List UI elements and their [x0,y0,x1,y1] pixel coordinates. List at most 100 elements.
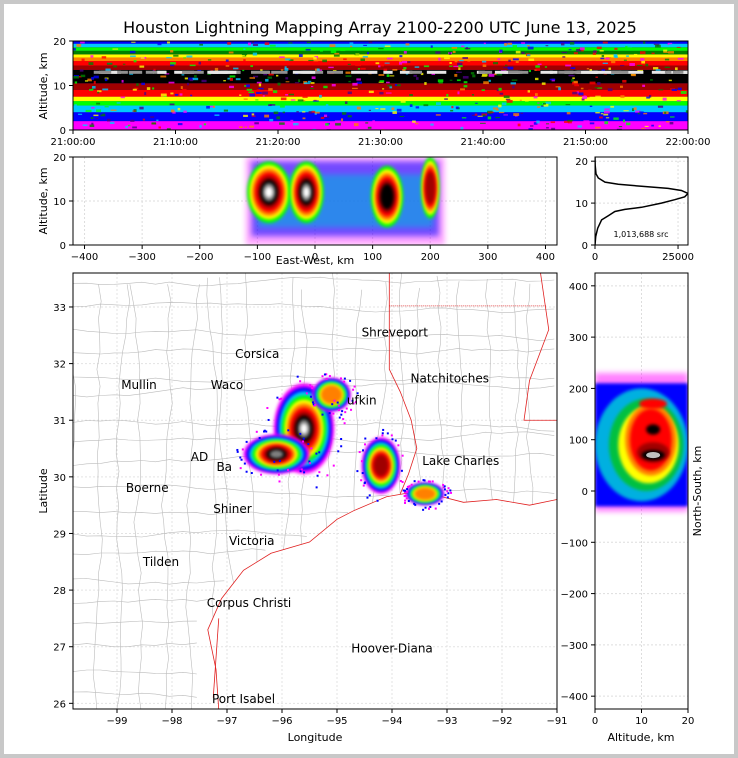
density-speck [399,60,402,63]
county-line [73,511,349,516]
tick-label: −100 [561,538,588,549]
state-border-la-ms [523,273,557,421]
lma-figure: Houston Lightning Mapping Array 2100-220… [37,18,710,744]
city-label: Natchitoches [411,371,489,385]
density-speck [507,66,514,70]
density-speck [655,69,661,71]
storm-speck [363,443,366,446]
tick-label: 100 [569,436,588,447]
density-speck [76,44,82,47]
density-speck [483,81,489,85]
storm-speck [354,401,357,404]
storm-speck [243,462,246,465]
density-speck [534,93,538,97]
density-speck [186,82,190,86]
density-speck [161,123,166,127]
city-label: Mullin [121,378,157,392]
density-speck [608,67,611,70]
density-speck [460,88,465,91]
storm-speck [358,451,361,454]
density-speck [380,63,385,67]
density-speck [110,109,117,111]
storm-speck [236,448,239,451]
storm-speck [405,497,408,500]
storm-speck [308,462,311,465]
density-speck [180,86,183,89]
city-label: AD [191,450,208,464]
peak-density-speck [508,70,529,74]
density-speck [323,85,328,89]
density-speck [493,73,497,76]
density-speck [88,51,91,53]
tick-label: −91 [546,716,567,727]
tick-label: 10 [575,199,588,210]
density-speck [243,114,248,117]
density-speck [498,111,505,114]
density-speck [362,55,368,58]
density-speck [663,49,668,52]
density-speck [95,117,99,120]
source-count-annotation: 1,013,688 src [614,230,669,239]
storm-speck [364,437,367,440]
storm-speck [362,449,365,452]
density-speck [328,66,334,69]
storm-speck [331,403,334,406]
city-label: Lake Charles [422,454,499,468]
density-speck [664,111,667,114]
density-speck [199,43,203,46]
peak-density-speck [363,70,378,74]
density-speck [235,78,241,81]
storm-speck [263,430,266,433]
density-speck [106,62,113,65]
density-speck [243,98,248,100]
density-speck [288,59,294,61]
density-speck [580,87,584,90]
city-label: Ba [216,460,232,474]
density-speck [324,114,328,118]
storm-speck [258,436,261,439]
density-speck [521,51,525,54]
density-speck [631,73,636,77]
density-speck [602,62,608,64]
density-speck [558,87,561,91]
density-speck [592,52,597,55]
density-speck [189,64,196,67]
density-speck [285,77,289,80]
storm-speck [310,447,313,450]
storm-speck [423,479,426,482]
density-speck [669,122,674,125]
density-speck [379,91,384,95]
peak-density-speck [251,70,270,74]
density-speck [99,112,103,115]
density-speck [104,78,108,82]
density-speck [572,77,575,80]
tick-label: 200 [569,384,588,395]
density-speck [343,58,347,61]
density-speck [463,81,468,84]
density-speck [268,88,273,91]
storm-speck [321,375,324,378]
density-speck [461,45,465,48]
density-speck [561,51,568,54]
density-speck [96,102,101,105]
density-speck [507,42,513,45]
density-speck [409,94,413,97]
density-speck [430,123,434,126]
density-speck [403,67,407,70]
density-speck [583,95,587,97]
density-speck [551,127,556,130]
storm-speck [245,440,248,443]
density-speck [368,90,374,94]
storm-speck [362,484,365,487]
density-speck [89,89,94,91]
density-speck [637,64,643,66]
storm-speck [356,470,359,473]
peak-density-speck [478,70,493,74]
tick-label: 0 [60,241,66,252]
county-line [92,284,103,709]
county-line [73,669,197,675]
peak-density-speck [213,70,228,74]
tick-label: 0 [60,126,66,137]
density-speck [282,111,286,114]
storm-speck [345,407,348,410]
